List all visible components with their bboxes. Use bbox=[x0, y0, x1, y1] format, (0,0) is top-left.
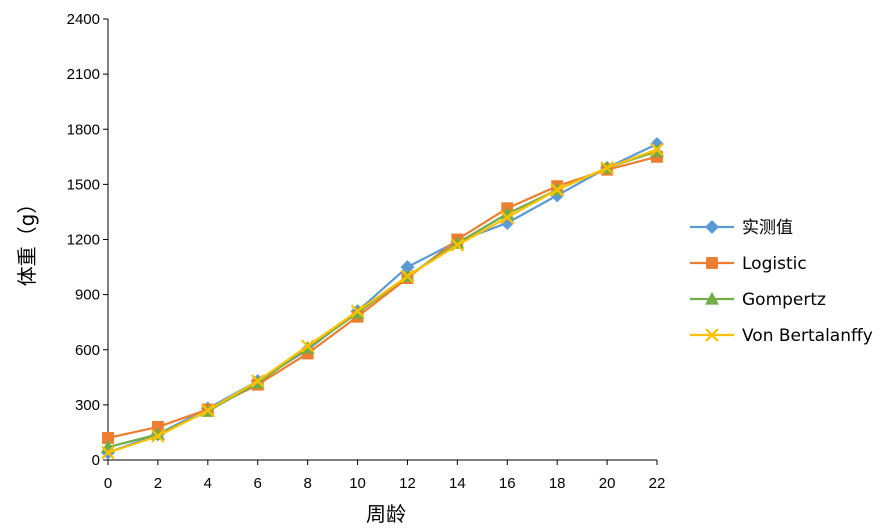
data-point bbox=[350, 304, 365, 318]
y-tick-label: 300 bbox=[75, 397, 100, 414]
x-tick-label: 14 bbox=[449, 475, 466, 492]
data-point bbox=[250, 374, 265, 388]
x-tick-label: 20 bbox=[599, 475, 616, 492]
data-point bbox=[450, 236, 465, 249]
data-point bbox=[101, 445, 115, 460]
series-line bbox=[107, 155, 658, 440]
y-tick-label: 2400 bbox=[67, 11, 100, 28]
x-tick-label: 6 bbox=[254, 475, 262, 492]
y-axis-title: 体重（g） bbox=[15, 194, 39, 287]
data-point bbox=[400, 269, 415, 283]
legend-label: 实测值 bbox=[742, 218, 793, 238]
x-tick-label: 4 bbox=[204, 475, 212, 492]
x-tick-label: 0 bbox=[104, 475, 112, 492]
data-point bbox=[550, 183, 564, 197]
series-1 bbox=[102, 150, 663, 444]
data-point bbox=[400, 260, 415, 275]
legend-entry-2: Gompertz bbox=[690, 290, 826, 310]
y-tick-label: 2100 bbox=[67, 66, 100, 83]
legend-entry-0: 实测值 bbox=[690, 218, 793, 238]
data-point bbox=[600, 161, 614, 175]
data-point bbox=[102, 432, 114, 444]
data-point bbox=[450, 238, 465, 252]
x-tick-label: 22 bbox=[649, 475, 666, 492]
legend-marker bbox=[706, 257, 718, 269]
data-point bbox=[151, 429, 165, 443]
data-point bbox=[500, 210, 515, 225]
x-tick-label: 12 bbox=[399, 475, 416, 492]
y-tick-label: 1500 bbox=[67, 176, 100, 193]
legend-entry-1: Logistic bbox=[690, 254, 807, 274]
data-point bbox=[201, 403, 215, 418]
y-tick-label: 0 bbox=[92, 452, 100, 469]
x-tick-label: 18 bbox=[549, 475, 566, 492]
data-point bbox=[650, 142, 664, 157]
legend-label: Logistic bbox=[742, 254, 807, 274]
x-axis-title: 周龄 bbox=[366, 502, 406, 526]
legend-marker bbox=[705, 328, 719, 342]
x-tick-label: 8 bbox=[303, 475, 311, 492]
legend-marker bbox=[705, 220, 719, 234]
y-tick-label: 900 bbox=[75, 287, 100, 304]
y-tick-label: 1200 bbox=[67, 232, 100, 249]
legend-entry-3: Von Bertalanffy bbox=[690, 326, 873, 346]
series-3 bbox=[101, 142, 664, 460]
x-tick-label: 2 bbox=[154, 475, 162, 492]
series-line bbox=[107, 150, 658, 449]
data-point bbox=[151, 420, 164, 433]
x-tick-label: 10 bbox=[349, 475, 366, 492]
series-layer bbox=[101, 136, 664, 460]
axes: 0 300 600 900 1200 1500 1800 2100 2400 0 2 4 6 8 10 12 1… bbox=[67, 11, 666, 492]
legend-marker bbox=[705, 292, 719, 305]
y-tick-label: 600 bbox=[75, 342, 100, 359]
legend: 实测值 Logistic Gompertz Von Bertalanffy bbox=[690, 218, 873, 346]
y-tick-label: 1800 bbox=[67, 121, 100, 138]
legend-label: Von Bertalanffy bbox=[742, 326, 873, 346]
legend-label: Gompertz bbox=[742, 290, 826, 310]
series-line bbox=[107, 148, 658, 454]
x-tick-label: 16 bbox=[499, 475, 516, 492]
data-point bbox=[300, 339, 315, 353]
